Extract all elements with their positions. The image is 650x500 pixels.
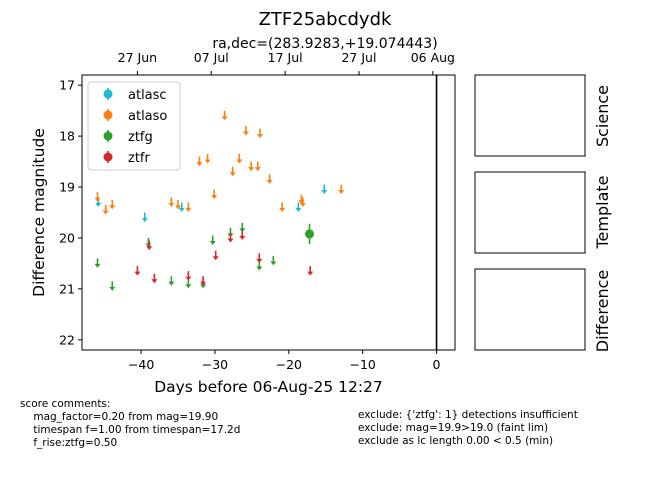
template-label: Template <box>593 175 612 249</box>
chart-title: ZTF25abcdydk <box>259 9 392 30</box>
atlaso-upper-limit <box>299 197 306 207</box>
ztfr-upper-limit <box>151 273 158 284</box>
legend-marker-ztfg <box>103 130 113 142</box>
atlaso-upper-limit <box>94 192 101 202</box>
atlaso-upper-limit <box>242 126 249 136</box>
top-tick-label: 27 Jul <box>341 50 376 65</box>
atlaso-upper-limit <box>236 154 243 164</box>
atlaso-upper-limit <box>109 199 116 210</box>
y-tick-label: 18 <box>59 129 75 144</box>
ztfg-upper-limit <box>168 276 175 286</box>
atlaso-upper-limit <box>175 199 182 210</box>
ztfg-upper-limit <box>109 281 116 291</box>
ztfg-upper-limit <box>209 235 216 246</box>
atlaso-upper-limit <box>338 184 345 195</box>
atlaso-upper-limit <box>257 128 264 139</box>
ztfg-detection <box>304 223 314 245</box>
atlaso-upper-limit <box>248 161 255 172</box>
atlaso-upper-limit <box>279 202 286 212</box>
atlasc-upper-limit <box>178 202 185 212</box>
ztfg-upper-limit <box>270 255 277 266</box>
science-label: Science <box>593 85 612 147</box>
atlaso-upper-limit <box>229 166 236 177</box>
x-tick-label: −30 <box>202 357 228 372</box>
y-tick-label: 19 <box>59 180 75 195</box>
atlaso-upper-limit <box>221 110 228 121</box>
top-tick-label: 27 Jun <box>118 50 157 65</box>
top-tick-label: 07 Jul <box>194 50 229 65</box>
exclude-comments: exclude: {'ztfg': 1} detections insuffic… <box>358 409 578 447</box>
template-stamp <box>474 171 586 254</box>
ztfr-upper-limit <box>200 276 207 286</box>
ztfr-upper-limit <box>239 230 246 240</box>
y-axis-label: Difference magnitude <box>30 128 48 297</box>
ztfr-upper-limit <box>134 266 141 276</box>
atlasc-upper-limit <box>141 212 148 223</box>
legend-box <box>87 81 181 171</box>
y-tick-label: 21 <box>59 281 75 296</box>
legend-label-atlasc: atlasc <box>128 88 167 103</box>
x-tick-label: −10 <box>349 357 375 372</box>
score-comments: score comments: mag_factor=0.20 from mag… <box>20 398 241 449</box>
legend-label-ztfg: ztfg <box>128 130 153 145</box>
chart-subtitle: ra,dec=(283.9283,+19.074443) <box>212 36 437 52</box>
ztfr-upper-limit <box>185 271 192 281</box>
ztfr-upper-limit <box>212 250 219 261</box>
atlaso-upper-limit <box>204 154 211 164</box>
atlaso-upper-limit <box>196 156 203 167</box>
y-tick-label: 22 <box>59 332 75 347</box>
difference-label: Difference <box>593 270 612 352</box>
ztfr-upper-limit <box>227 232 234 243</box>
atlaso-upper-limit <box>266 174 273 184</box>
plot-area: −40 −30 −20 −10 0 17 18 19 20 21 22 27 Jun 07 Jul 17 … <box>30 50 456 396</box>
atlaso-upper-limit <box>254 161 261 172</box>
legend-label-atlaso: atlaso <box>128 109 167 124</box>
x-axis-label: Days before 06-Aug-25 12:27 <box>154 378 383 396</box>
top-tick-label: 06 Aug <box>411 50 455 65</box>
x-tick-label: −20 <box>276 357 302 372</box>
legend-marker-atlaso <box>103 109 113 121</box>
legend-marker-atlasc <box>103 88 113 100</box>
atlaso-upper-limit <box>168 197 175 207</box>
x-tick-label: −40 <box>128 357 154 372</box>
x-tick-label: 0 <box>433 357 441 372</box>
science-stamp <box>474 74 586 157</box>
y-tick-label: 20 <box>59 230 75 245</box>
atlaso-upper-limit <box>185 202 192 212</box>
atlasc-upper-limit <box>321 184 328 195</box>
atlasc-upper-limit <box>295 202 302 212</box>
ztfr-upper-limit <box>307 266 314 276</box>
atlaso-upper-limit <box>102 204 109 215</box>
legend-label-ztfr: ztfr <box>128 151 150 166</box>
difference-stamp <box>474 268 586 351</box>
ztfr-upper-limit <box>146 240 153 251</box>
ztfg-upper-limit <box>239 222 246 233</box>
atlaso-upper-limit <box>211 189 218 200</box>
top-tick-label: 17 Jul <box>268 50 303 65</box>
ztfg-upper-limit <box>94 258 101 268</box>
legend-marker-ztfr <box>103 151 113 163</box>
y-tick-label: 17 <box>59 78 75 93</box>
plot-frame <box>81 74 456 351</box>
ztfr-upper-limit <box>256 253 263 263</box>
